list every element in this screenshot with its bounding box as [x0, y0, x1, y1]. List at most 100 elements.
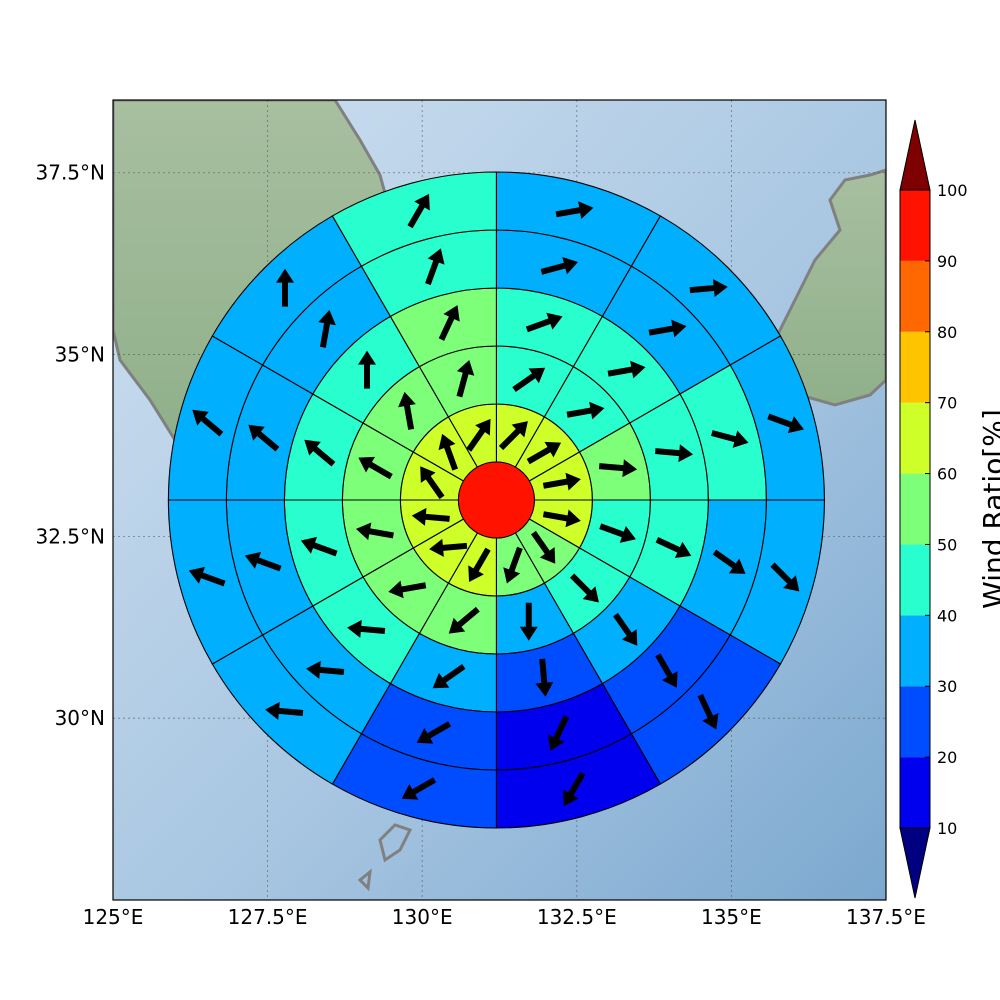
wind-arrow — [398, 391, 416, 430]
wind-arrow — [531, 530, 556, 564]
wind-arrow — [244, 551, 282, 572]
wind-arrow — [358, 456, 393, 480]
y-axis-ticks: 37.5°N 35°N 32.5°N 30°N — [36, 161, 106, 730]
wind-arrow — [566, 401, 605, 420]
wind-arrow — [416, 721, 452, 744]
wind-arrow — [712, 549, 746, 574]
wind-arrow — [607, 360, 646, 379]
wind-arrow — [535, 658, 554, 697]
colorbar-bin — [900, 615, 930, 687]
colorbar-tick-label: 20 — [937, 748, 957, 767]
wind-arrow — [420, 466, 445, 500]
wind-arrow — [525, 312, 563, 333]
colorbar-under-triangle — [899, 827, 931, 899]
colorbar-bin — [900, 544, 930, 616]
wind-arrow — [548, 715, 570, 751]
colorbar-bin — [900, 190, 930, 261]
wind-direction-arrows — [188, 193, 805, 807]
colorbar-bin — [900, 686, 930, 758]
wind-arrow — [655, 653, 678, 688]
wind-arrow — [275, 268, 294, 307]
wind-arrow — [689, 279, 728, 298]
x-tick-label: 125°E — [83, 905, 144, 929]
wind-arrow — [563, 771, 586, 807]
wind-arrow — [401, 777, 437, 800]
colorbar-tick-label: 30 — [937, 677, 957, 696]
wind-arrow — [512, 367, 546, 393]
wind-arrow — [318, 309, 336, 348]
colorbar-bin — [900, 757, 930, 828]
wind-arrow — [519, 602, 538, 641]
wind-arrow — [526, 441, 562, 465]
wind-arrow — [711, 430, 749, 448]
wind-arrow — [540, 256, 579, 275]
wind-arrow — [542, 509, 581, 528]
wind-arrow — [306, 660, 345, 679]
wind-arrow — [655, 537, 692, 559]
wind-arrow — [425, 248, 445, 286]
colorbar-frame — [899, 189, 931, 829]
wind-arrow — [542, 472, 581, 491]
wind-arrow — [648, 319, 687, 338]
colorbar-tick-label: 100 — [937, 181, 968, 200]
y-tick-label: 35°N — [55, 343, 105, 367]
wind-arrow — [654, 444, 694, 463]
x-axis-ticks: 125°E 127.5°E 130°E 132.5°E 135°E 137.5°E — [83, 905, 926, 929]
wind-arrow — [304, 439, 336, 467]
colorbar-ticks: 10 20 30 40 50 60 70 80 90 100 — [925, 181, 968, 838]
map-frame — [112, 99, 887, 901]
wind-arrow — [697, 693, 719, 730]
wind-arrow — [569, 573, 599, 603]
colorbar-over-triangle — [899, 119, 931, 191]
y-tick-label: 32.5°N — [36, 524, 106, 548]
center-cell — [457, 461, 535, 539]
wind-arrow — [355, 522, 394, 541]
wind-arrow — [555, 201, 594, 220]
colorbar-tick-label: 40 — [937, 606, 957, 625]
wind-arrow — [429, 538, 468, 557]
wind-arrow — [613, 612, 638, 646]
x-tick-label: 135°E — [701, 905, 762, 929]
colorbar-label: Wind Ratio[%] — [977, 409, 1000, 609]
wind-arrow — [248, 424, 280, 452]
wind-arrow — [498, 421, 528, 451]
wind-arrow — [466, 418, 491, 452]
x-tick-label: 127.5°E — [228, 905, 308, 929]
colorbar: 10 20 30 40 50 60 70 80 90 100 Wind Ratio[%] — [899, 119, 1000, 899]
colorbar-tick-label: 50 — [937, 535, 957, 554]
x-tick-label: 130°E — [392, 905, 453, 929]
colorbar-bins — [900, 190, 930, 828]
colorbar-bin — [900, 473, 930, 545]
x-tick-label: 137.5°E — [846, 905, 926, 929]
wind-arrow — [432, 663, 466, 689]
wind-arrow — [407, 193, 430, 229]
wind-arrow — [388, 580, 427, 599]
colorbar-tick-label: 80 — [937, 323, 957, 342]
x-tick-label: 132.5°E — [537, 905, 617, 929]
wind-arrow — [411, 507, 450, 526]
map-panel — [112, 99, 887, 901]
colorbar-tick-label: 70 — [937, 394, 957, 413]
wind-arrow — [347, 619, 386, 638]
wind-arrow — [192, 409, 224, 437]
wind-arrow — [767, 413, 805, 434]
colorbar-bin — [900, 331, 930, 403]
wind-arrow — [770, 562, 800, 592]
japan-landmass — [763, 168, 886, 407]
wind-arrow — [598, 459, 638, 478]
wind-arrow — [188, 566, 226, 587]
wind-arrow — [468, 547, 491, 583]
y-tick-label: 30°N — [55, 706, 105, 730]
colorbar-bin — [900, 402, 930, 474]
wind-arrow — [438, 305, 460, 341]
y-tick-label: 37.5°N — [36, 161, 106, 185]
wind-arrow — [265, 701, 304, 720]
wind-arrow — [358, 350, 377, 389]
colorbar-tick-label: 10 — [937, 819, 957, 838]
colorbar-bin — [900, 260, 930, 332]
colorbar-tick-label: 60 — [937, 465, 957, 484]
wind-arrow — [599, 523, 636, 543]
wind-arrow — [448, 606, 480, 634]
wind-arrow — [300, 536, 338, 557]
